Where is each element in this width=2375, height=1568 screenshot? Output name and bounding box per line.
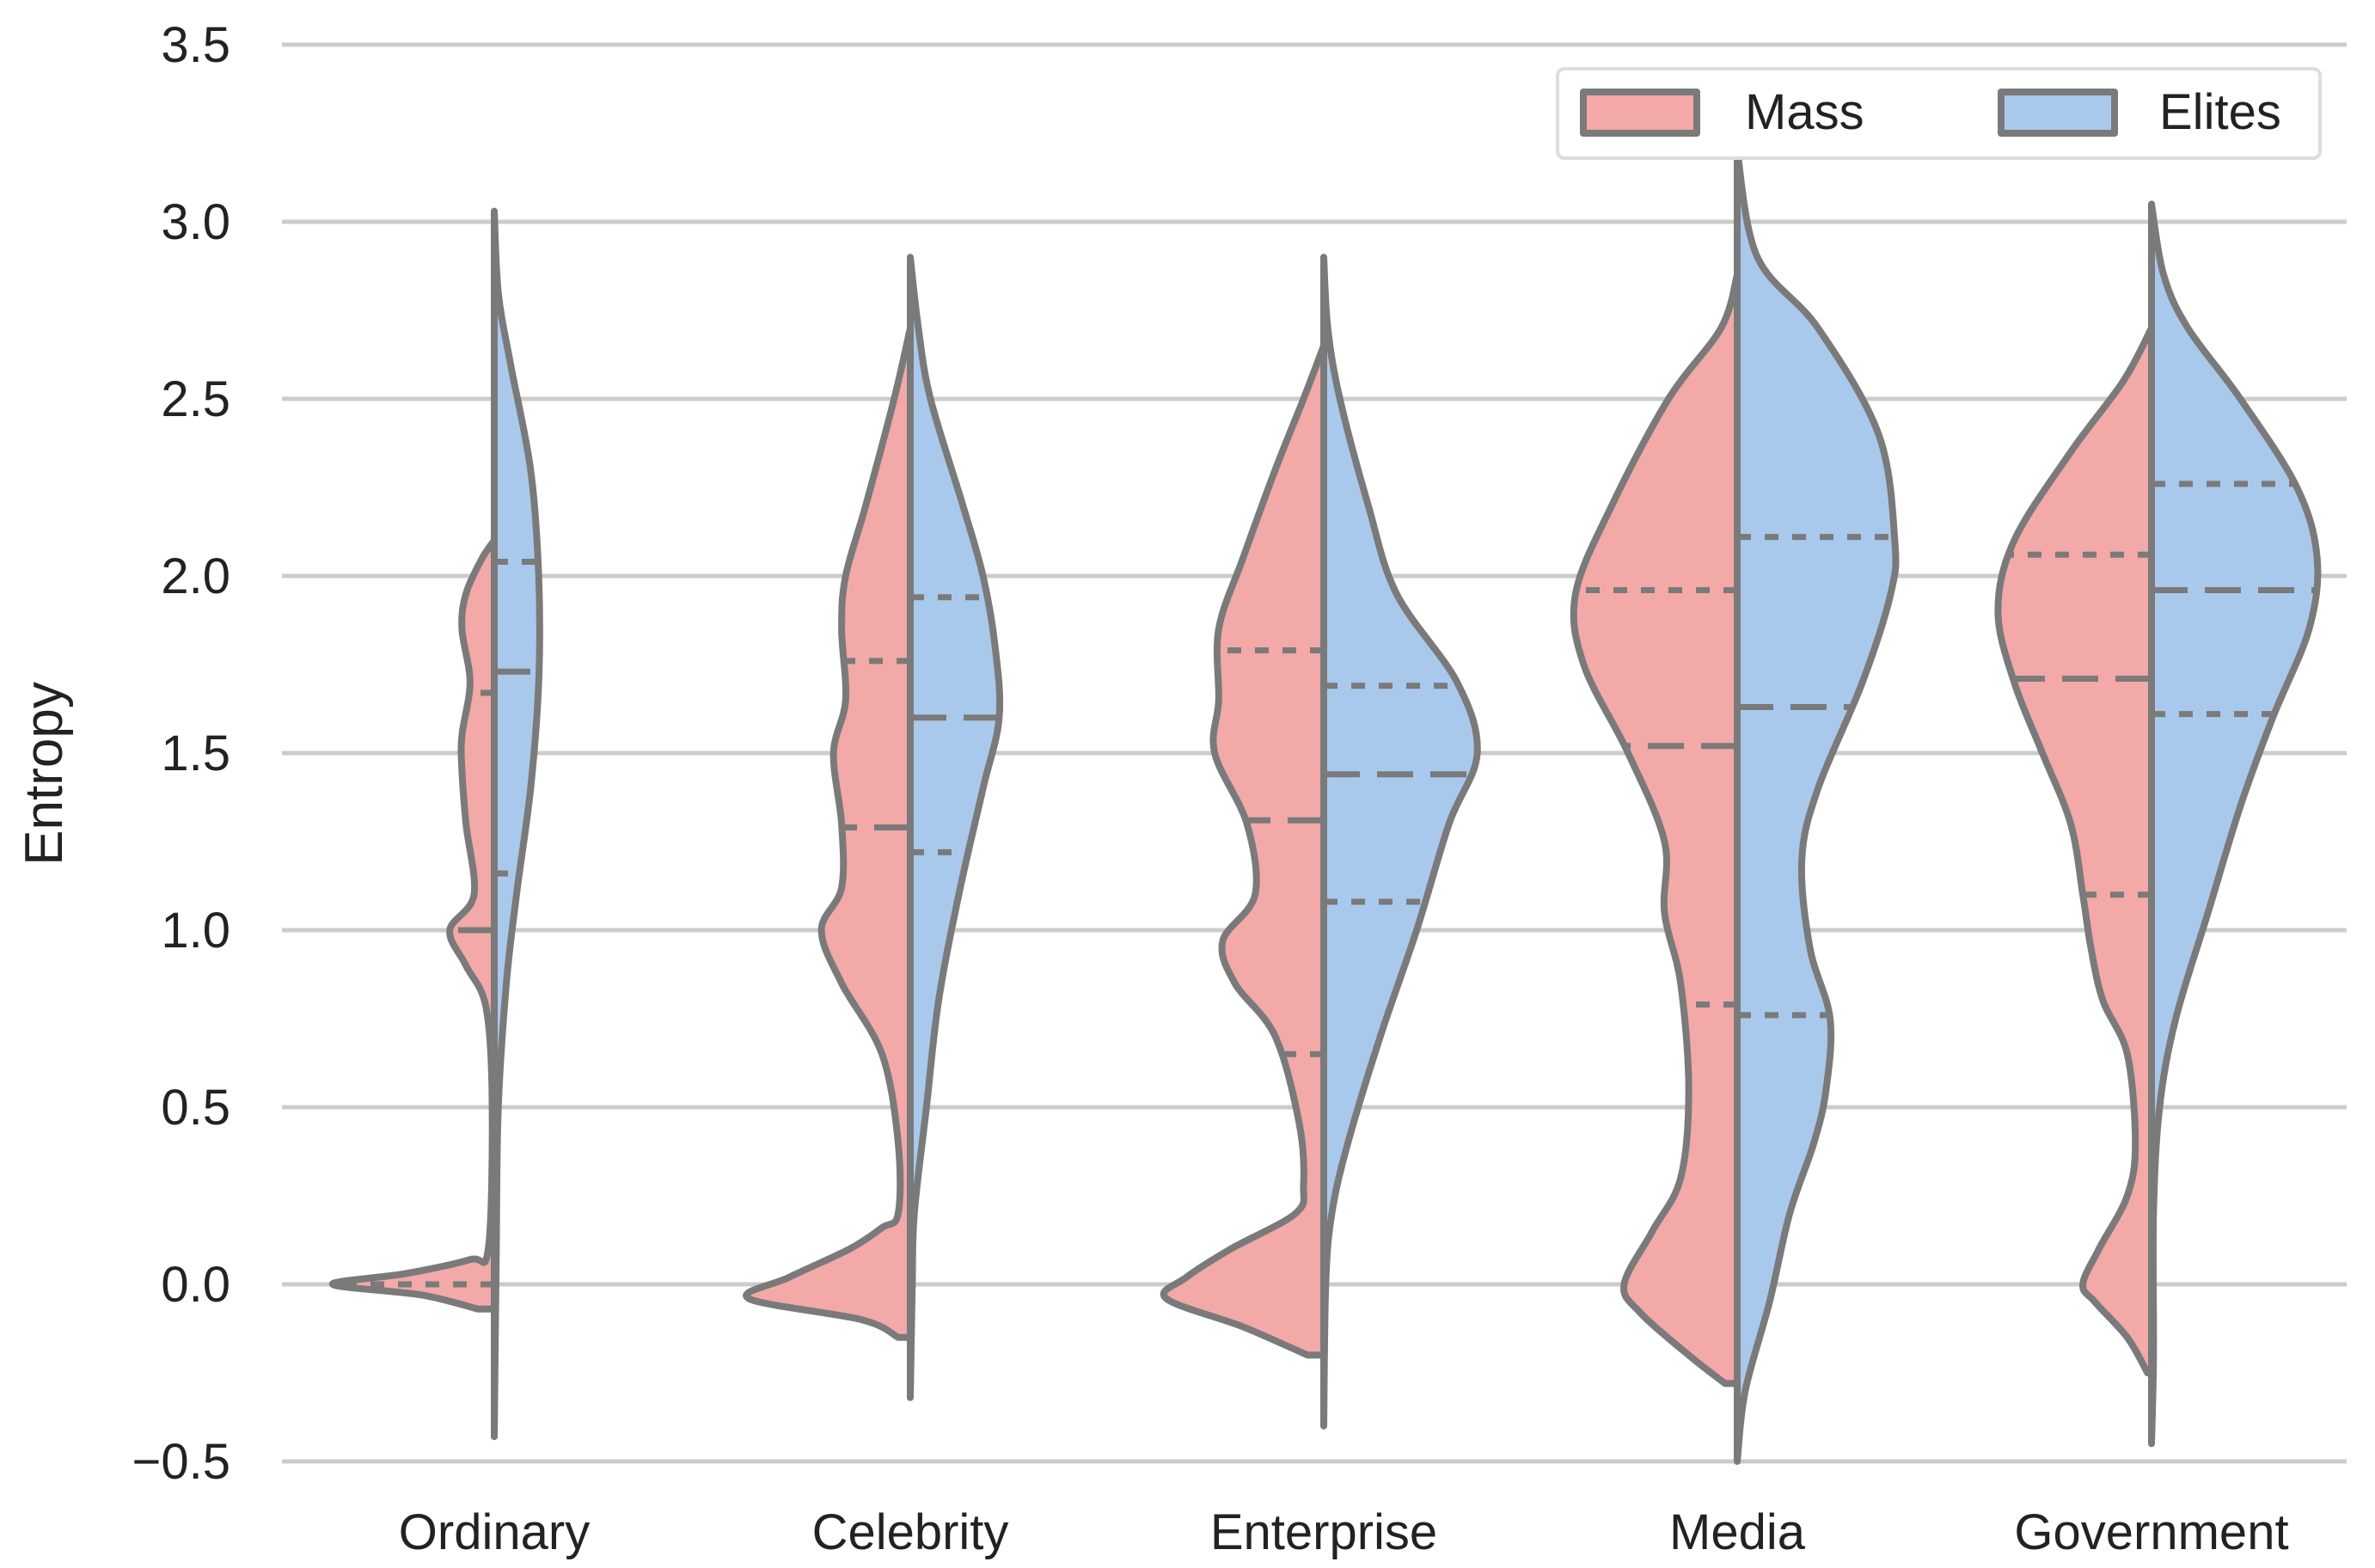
violin-body-mass bbox=[1160, 342, 1327, 1359]
y-tick-label: 1.5 bbox=[161, 726, 230, 781]
y-tick-label: 0.0 bbox=[161, 1257, 230, 1313]
violin-ordinary-elites bbox=[491, 207, 543, 1441]
x-tick-label: Enterprise bbox=[1210, 1504, 1437, 1560]
x-tick-label: Celebrity bbox=[812, 1504, 1009, 1560]
y-tick-label: 2.5 bbox=[161, 371, 230, 427]
violin-body-elites bbox=[907, 254, 1004, 1401]
y-tick-label: −0.5 bbox=[132, 1434, 231, 1490]
violin-body-elites bbox=[491, 207, 543, 1441]
y-tick-label: 3.5 bbox=[161, 17, 230, 73]
violin-government-mass bbox=[1994, 324, 2155, 1376]
x-tick-label: Ordinary bbox=[399, 1504, 590, 1560]
violin-celebrity-mass bbox=[743, 324, 914, 1341]
violin-body-mass bbox=[743, 324, 914, 1341]
violin-body-elites bbox=[2148, 200, 2322, 1448]
x-tick-label: Media bbox=[1669, 1504, 1806, 1560]
violin-body-elites bbox=[1320, 254, 1481, 1430]
x-tick-labels: Ordinary Celebrity Enterprise Media Governme… bbox=[399, 1504, 2289, 1560]
violin-celebrity-elites bbox=[907, 254, 1004, 1401]
y-tick-label: 0.5 bbox=[161, 1080, 230, 1136]
y-tick-label: 1.0 bbox=[161, 903, 230, 959]
legend-swatch-mass bbox=[1580, 89, 1700, 137]
x-tick-label: Government bbox=[2014, 1504, 2288, 1560]
violin-body-mass bbox=[1994, 324, 2155, 1376]
violins bbox=[328, 147, 2322, 1465]
y-tick-label: 2.0 bbox=[161, 548, 230, 604]
violin-ordinary-mass bbox=[328, 536, 498, 1313]
legend-label-elites: Elites bbox=[2159, 84, 2281, 140]
legend-swatch-elites bbox=[1998, 89, 2118, 137]
y-axis-title: Entropy bbox=[15, 682, 74, 866]
violin-enterprise-mass bbox=[1160, 342, 1327, 1359]
legend[interactable]: Mass Elites bbox=[1556, 67, 2322, 160]
violin-media-elites bbox=[1734, 147, 1900, 1465]
legend-label-mass: Mass bbox=[1745, 84, 1864, 140]
violin-body-mass bbox=[328, 536, 498, 1313]
legend-frame bbox=[1556, 67, 2322, 160]
y-tick-label: 3.0 bbox=[161, 194, 230, 250]
violin-enterprise-elites bbox=[1320, 254, 1481, 1430]
violin-body-mass bbox=[1570, 271, 1741, 1387]
violin-media-mass bbox=[1570, 271, 1741, 1387]
y-tick-labels: −0.5 0.0 0.5 1.0 1.5 2.0 2.5 3.0 3.5 bbox=[132, 17, 231, 1490]
violin-government-elites bbox=[2148, 200, 2322, 1448]
violin-body-elites bbox=[1734, 147, 1900, 1465]
